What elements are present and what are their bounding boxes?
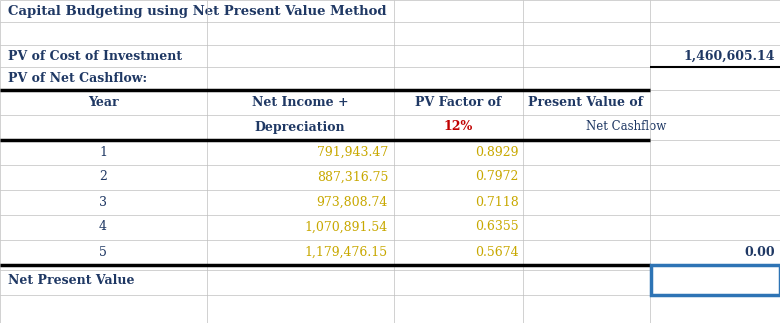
Text: 4: 4 [99, 221, 107, 234]
Text: 12%: 12% [443, 120, 473, 133]
Text: Depreciation: Depreciation [255, 120, 346, 133]
Text: 887,316.75: 887,316.75 [317, 171, 388, 183]
Text: 1: 1 [99, 145, 107, 159]
Text: PV Factor of: PV Factor of [415, 96, 501, 109]
Text: Net Cashflow: Net Cashflow [586, 120, 666, 133]
Text: 1,179,476.15: 1,179,476.15 [305, 245, 388, 258]
Bar [651, 265, 780, 295]
Text: 3: 3 [99, 195, 107, 209]
Text: 973,808.74: 973,808.74 [317, 195, 388, 209]
Text: Capital Budgeting using Net Present Value Method: Capital Budgeting using Net Present Valu… [8, 5, 387, 17]
Text: 0.00: 0.00 [744, 245, 775, 258]
Text: Net Income +: Net Income + [252, 96, 349, 109]
Text: PV of Cost of Investment: PV of Cost of Investment [8, 49, 182, 62]
Text: Present Value of: Present Value of [529, 96, 644, 109]
Text: PV of Net Cashflow:: PV of Net Cashflow: [8, 71, 147, 85]
Text: 0.5674: 0.5674 [475, 245, 519, 258]
Text: 1,460,605.14: 1,460,605.14 [683, 49, 775, 62]
Text: 791,943.47: 791,943.47 [317, 145, 388, 159]
Text: 0.6355: 0.6355 [475, 221, 519, 234]
Text: 2: 2 [99, 171, 107, 183]
Text: 0.7118: 0.7118 [475, 195, 519, 209]
Text: Year: Year [87, 96, 119, 109]
Text: 5: 5 [99, 245, 107, 258]
Text: 1,070,891.54: 1,070,891.54 [305, 221, 388, 234]
Text: Net Present Value: Net Present Value [8, 274, 134, 287]
Text: 0.7972: 0.7972 [476, 171, 519, 183]
Text: 0.8929: 0.8929 [476, 145, 519, 159]
